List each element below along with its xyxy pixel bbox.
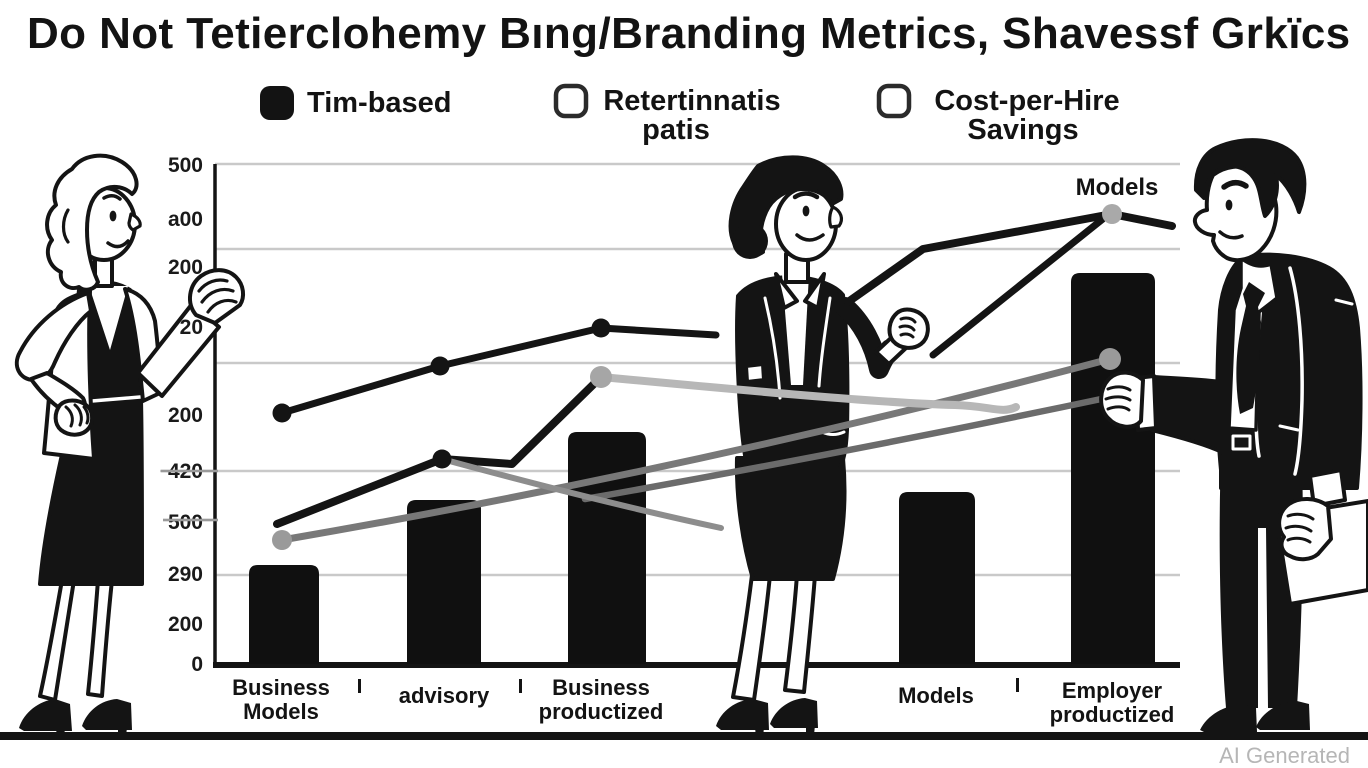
svg-text:Cost-per-Hire: Cost-per-Hire [934,85,1119,117]
svg-text:500: 500 [168,154,203,177]
svg-text:a00: a00 [168,208,203,231]
svg-text:Savings: Savings [967,114,1078,146]
svg-text:Tim-based: Tim-based [307,87,452,119]
svg-text:productized: productized [539,699,664,724]
svg-text:Models: Models [243,699,319,724]
svg-text:200: 200 [168,613,203,636]
svg-text:Employer: Employer [1062,678,1163,703]
svg-text:advisory: advisory [399,683,490,708]
svg-text:20: 20 [180,316,203,339]
svg-text:Business: Business [552,675,650,700]
svg-text:200: 200 [168,256,203,279]
svg-text:productized: productized [1050,702,1175,727]
svg-text:0: 0 [191,653,203,676]
svg-text:patis: patis [642,114,710,146]
svg-text:Business: Business [232,675,330,700]
svg-text:Models: Models [1076,174,1159,201]
svg-text:Retertinnatis: Retertinnatis [603,85,780,117]
svg-text:AI Generated: AI Generated [1219,743,1350,768]
svg-text:Do Not Tetierclohemy Bıng/Bran: Do Not Tetierclohemy Bıng/Branding Metri… [27,9,1351,58]
svg-text:500: 500 [168,511,203,534]
svg-text:290: 290 [168,563,203,586]
svg-text:Models: Models [898,683,974,708]
svg-text:200: 200 [168,404,203,427]
